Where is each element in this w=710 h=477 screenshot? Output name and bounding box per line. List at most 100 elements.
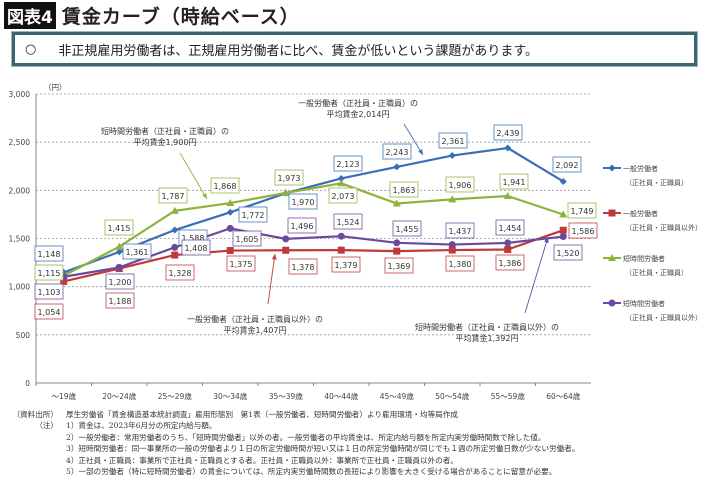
data-label: 1,188 bbox=[109, 297, 132, 306]
data-label-box bbox=[553, 244, 583, 261]
footnote-row: （資料出所） 厚生労働省「賃金構造基本統計調査」雇用形態別 第1表（一般労働者、短… bbox=[8, 409, 579, 420]
square-marker bbox=[282, 246, 290, 254]
footnotes: （資料出所） 厚生労働省「賃金構造基本統計調査」雇用形態別 第1表（一般労働者、短… bbox=[8, 409, 579, 477]
diamond-marker bbox=[608, 164, 616, 172]
data-label: 1,454 bbox=[499, 224, 522, 233]
data-label-box bbox=[567, 202, 597, 219]
data-label: 2,073 bbox=[332, 192, 355, 201]
data-label-box bbox=[389, 181, 419, 198]
legend-label: 短時間労働者 bbox=[623, 299, 665, 308]
data-label: 1,605 bbox=[236, 235, 259, 244]
data-label: 1,148 bbox=[38, 250, 61, 259]
legend-sublabel: （正社員・正職員以外） bbox=[625, 223, 702, 232]
data-label-box bbox=[392, 220, 422, 237]
data-label: 1,749 bbox=[571, 207, 594, 216]
diamond-marker bbox=[448, 152, 456, 160]
data-label: 1,586 bbox=[572, 227, 595, 236]
diamond-marker bbox=[504, 144, 512, 152]
series-line bbox=[63, 182, 564, 277]
chart-title: 図表4 賃金カーブ（時給ベース） bbox=[4, 1, 300, 29]
footnote-text: 1）賃金は、2023年6月分の所定内給与額。 bbox=[66, 421, 217, 431]
square-marker bbox=[171, 251, 179, 259]
legend-sublabel: （正社員・正職員） bbox=[625, 178, 688, 187]
footnote-key: （注） bbox=[35, 421, 58, 431]
footnote-row: 3）短時間労働者：同一事業所の一般の労働者より１日の所定労働時間が短い又は１日の… bbox=[8, 443, 579, 454]
y-tick-label: 500 bbox=[16, 331, 31, 340]
data-label: 1,054 bbox=[38, 308, 61, 317]
data-label-box bbox=[122, 243, 152, 260]
annotation-line1: 一般労働者（正社員・正職員）の bbox=[298, 98, 418, 108]
data-label-box bbox=[331, 256, 361, 273]
triangle-marker bbox=[503, 192, 512, 200]
x-tick-label: 30～34歳 bbox=[213, 391, 248, 401]
square-marker bbox=[608, 209, 616, 217]
circle-marker bbox=[337, 232, 345, 240]
data-label: 2,243 bbox=[386, 148, 409, 157]
diamond-marker bbox=[115, 248, 123, 256]
data-label: 1,863 bbox=[393, 186, 416, 195]
data-label: 2,361 bbox=[442, 137, 465, 146]
data-label: 2,123 bbox=[337, 160, 360, 169]
data-label-box bbox=[445, 255, 475, 272]
square-marker bbox=[226, 247, 234, 255]
square-marker bbox=[60, 277, 68, 285]
annotation-arrow bbox=[403, 123, 424, 156]
data-label-box bbox=[438, 132, 468, 149]
data-label: 1,455 bbox=[396, 225, 419, 234]
annotation-line2: 平均賃金1,900円 bbox=[134, 137, 197, 147]
circle-marker bbox=[226, 224, 234, 232]
diamond-marker bbox=[393, 163, 401, 171]
data-label: 1,524 bbox=[337, 218, 360, 227]
footnote-text: 厚生労働省「賃金構造基本統計調査」雇用形態別 第1表（一般労働者、短時間労働者）… bbox=[66, 410, 458, 419]
annotation-line2: 平均賃金1,407円 bbox=[224, 325, 287, 335]
circle-marker bbox=[504, 239, 512, 247]
series-line bbox=[63, 146, 564, 274]
data-label: 1,868 bbox=[214, 182, 237, 191]
triangle-marker bbox=[170, 206, 179, 214]
diamond-marker bbox=[226, 208, 234, 216]
legend-label: 一般労働者 bbox=[623, 209, 658, 218]
summary-text: 非正規雇用労働者は、正規雇用労働者に比べ、賃金が低いという課題があります。 bbox=[58, 43, 539, 59]
circle-marker bbox=[559, 233, 567, 241]
data-label-box bbox=[333, 155, 363, 172]
diamond-marker bbox=[171, 226, 179, 234]
annotation-line1: 一般労働者（正社員・正職員以外）の bbox=[187, 314, 323, 324]
circle-marker bbox=[393, 239, 401, 247]
footnote-row: （注） 1）賃金は、2023年6月分の所定内給与額。 bbox=[8, 420, 579, 431]
data-label-box bbox=[105, 292, 135, 309]
data-label: 1,437 bbox=[449, 227, 472, 236]
y-tick-label: 1,000 bbox=[9, 283, 31, 292]
x-tick-label: 60～64歳 bbox=[546, 391, 581, 401]
footnote-key bbox=[8, 432, 66, 443]
x-tick-label: 55～59歳 bbox=[491, 391, 526, 401]
footnote-key bbox=[8, 455, 66, 466]
data-label: 1,408 bbox=[185, 244, 208, 253]
data-label-box bbox=[568, 222, 598, 239]
triangle-marker bbox=[226, 199, 235, 207]
data-label: 2,439 bbox=[497, 129, 520, 138]
data-label-box bbox=[287, 217, 317, 234]
arrowhead-icon bbox=[271, 254, 277, 260]
circle-marker bbox=[282, 235, 290, 243]
data-label-box bbox=[274, 169, 304, 186]
annotation-arrow bbox=[179, 152, 208, 200]
square-marker bbox=[504, 245, 512, 253]
data-label: 1,941 bbox=[503, 178, 526, 187]
data-label: 1,970 bbox=[292, 198, 315, 207]
data-label: 1,772 bbox=[242, 211, 265, 220]
data-label: 1,415 bbox=[108, 224, 131, 233]
figure-label: 図表4 bbox=[4, 1, 56, 29]
footnote-row: 2）一般労働者：常用労働者のうち、「短時間労働者」以外の者。一般労働者の平均賃金… bbox=[8, 432, 579, 443]
legend-label: 短時間労働者 bbox=[623, 254, 665, 263]
triangle-marker bbox=[115, 242, 124, 250]
footnote-row: 4）正社員・正職員：事業所で正社員・正職員とする者。正社員・正職員以外：事業所で… bbox=[8, 455, 579, 466]
triangle-marker bbox=[448, 195, 457, 203]
x-tick-label: 50～54歳 bbox=[435, 391, 470, 401]
circle-marker bbox=[608, 299, 616, 307]
circle-marker bbox=[115, 263, 123, 271]
y-tick-label: 1,500 bbox=[9, 235, 31, 244]
data-label-box bbox=[181, 239, 211, 256]
data-label: 1,906 bbox=[449, 181, 472, 190]
page-title: 賃金カーブ（時給ベース） bbox=[61, 5, 300, 28]
footnote-key bbox=[8, 443, 66, 454]
